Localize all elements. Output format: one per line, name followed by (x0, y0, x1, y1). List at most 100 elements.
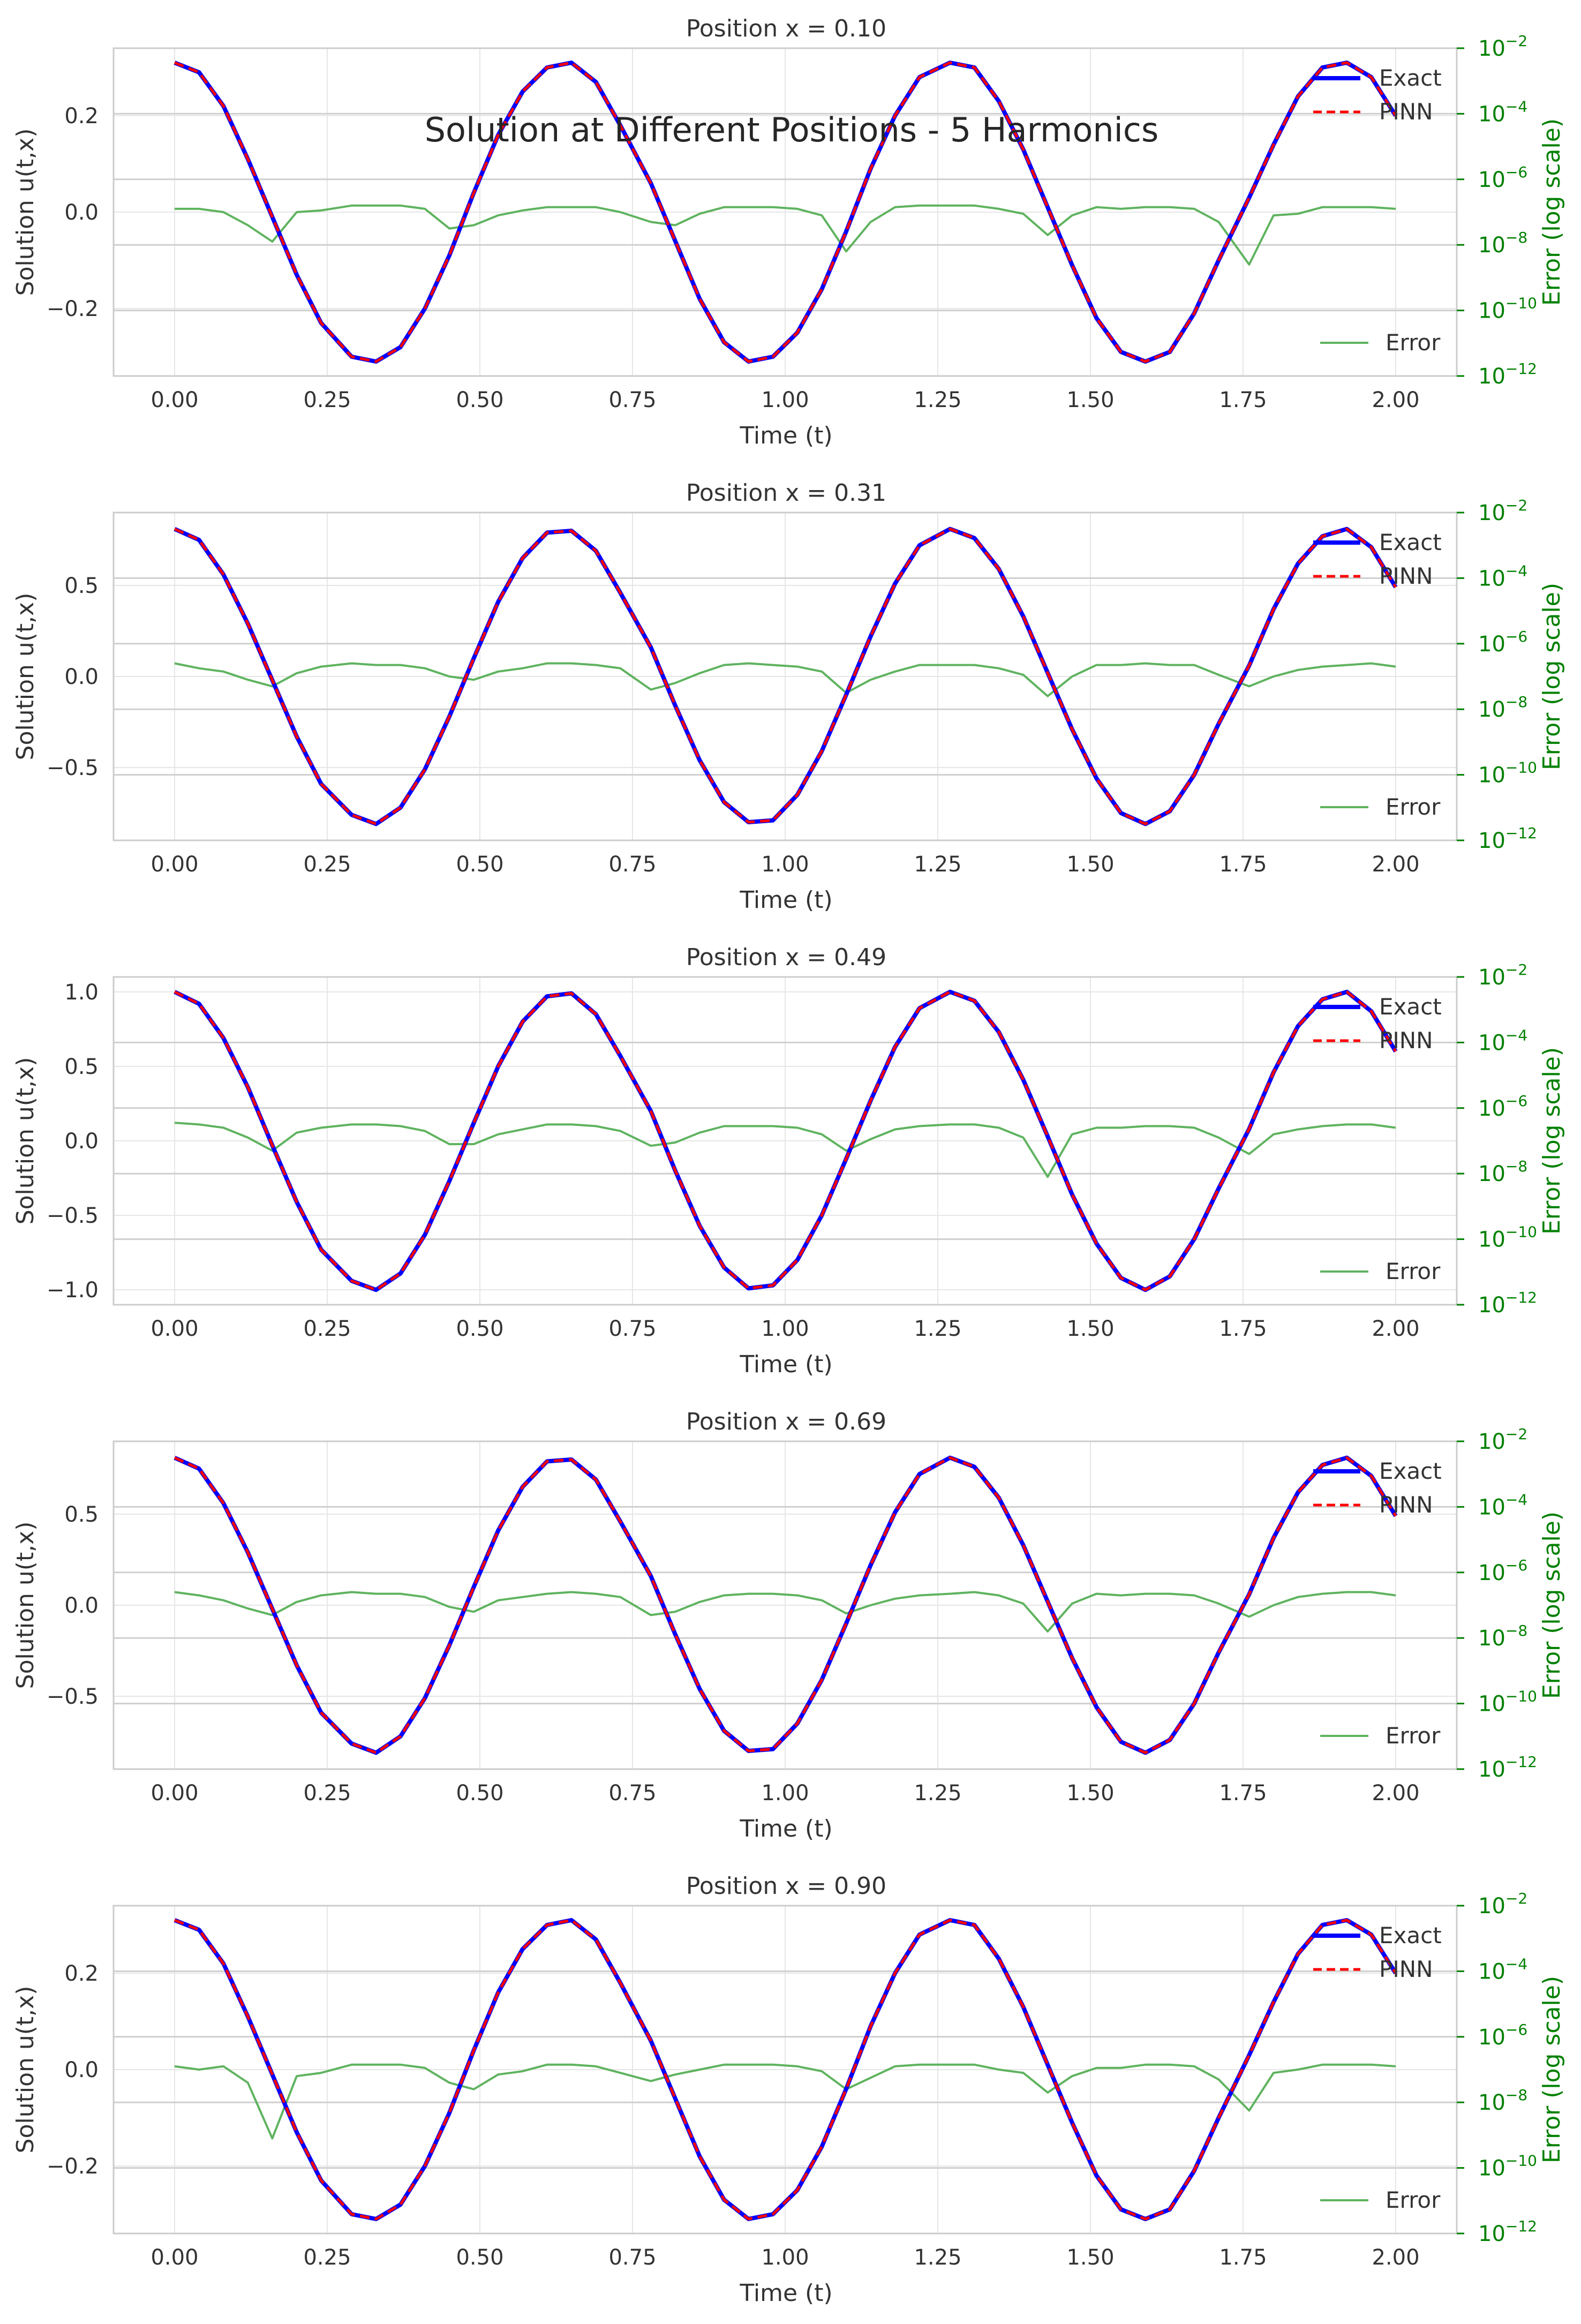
axes-frame (112, 976, 1458, 1306)
x-tick-label: 2.00 (1372, 388, 1419, 412)
y2-tick-label: 10−8 (1478, 1622, 1527, 1651)
subplot-5: 0.00 0.25 0.50 0.75 1.00 1.25 1.50 1.75 2.00 −0.2… (12, 1872, 1565, 2307)
legend-pinn-label: PINN (1379, 1956, 1433, 1982)
y2-axis-label: Error (log scale) (1538, 1047, 1565, 1235)
y2-tick-label: 10−4 (1478, 97, 1527, 126)
x-axis-label: Time (t) (739, 422, 832, 449)
y2-axis-label: Error (log scale) (1538, 1511, 1565, 1699)
legend-exact-label: Exact (1379, 65, 1442, 91)
x-tick-label: 1.25 (914, 2245, 961, 2270)
y-tick-label: 0.0 (64, 1593, 99, 1618)
legend-error: Error (1320, 2187, 1441, 2213)
y-tick-label: −0.5 (47, 1684, 99, 1709)
x-tick-label: 0.50 (456, 852, 503, 877)
subplot-title: Position x = 0.69 (686, 1408, 886, 1435)
x-tick-label: 1.75 (1219, 852, 1267, 877)
y-axis-label: Solution u(t,x) (12, 593, 39, 761)
subplot-1: 0.00 0.25 0.50 0.75 1.00 1.25 1.50 1.75 2.00 −0.2… (12, 15, 1565, 449)
legend-solution: Exact PINN (1313, 994, 1442, 1054)
y2-tick-label: 10−4 (1478, 562, 1527, 591)
y2-tick-label: 10−10 (1478, 2152, 1537, 2181)
grid (114, 513, 1457, 840)
y2-tick-label: 10−10 (1478, 759, 1537, 788)
y2-tick-label: 10−8 (1478, 693, 1527, 722)
y2-tick-label: 10−12 (1478, 1289, 1537, 1318)
error-series-line (174, 1122, 1396, 1178)
subplot-title: Position x = 0.10 (686, 15, 886, 42)
subplot-4: 0.00 0.25 0.50 0.75 1.00 1.25 1.50 1.75 2.00 −0.5… (12, 1408, 1565, 1842)
grid (114, 48, 1457, 376)
subplots: 0.00 0.25 0.50 0.75 1.00 1.25 1.50 1.75 2.00 −0.2… (12, 15, 1565, 2307)
axes-frame (112, 1440, 1458, 1770)
legend-exact-label: Exact (1379, 529, 1442, 555)
x-axis-label: Time (t) (739, 1815, 832, 1842)
x-axis-label: Time (t) (739, 1351, 832, 1378)
x-tick-label: 0.25 (303, 1781, 351, 1806)
error-series-line (174, 1591, 1396, 1633)
axes-frame (112, 47, 1458, 377)
y-tick-label: 0.5 (64, 1055, 99, 1079)
y-axis-label: Solution u(t,x) (12, 1986, 39, 2154)
x-tick-label: 1.75 (1219, 1317, 1267, 1341)
x-tick-label: 1.25 (914, 1317, 961, 1341)
x-tick-label: 0.50 (456, 2245, 503, 2270)
axes-frame (112, 1905, 1458, 2235)
y-tick-label: −1.0 (47, 1278, 99, 1303)
y-tick-label: −0.5 (47, 756, 99, 780)
x-tick-label: 2.00 (1372, 1781, 1419, 1806)
x-tick-label: 1.00 (761, 388, 809, 412)
x-tick-label: 1.75 (1219, 2245, 1267, 2270)
y-tick-label: 0.0 (64, 200, 99, 225)
y2-tick-label: 10−2 (1478, 32, 1527, 61)
pinn-series-line (174, 1919, 1397, 2221)
y-axis-label: Solution u(t,x) (12, 1057, 39, 1225)
legend-pinn-label: PINN (1379, 1492, 1433, 1518)
legend-error-label: Error (1386, 2187, 1441, 2213)
y2-axis-label: Error (log scale) (1538, 118, 1565, 306)
grid (114, 1906, 1457, 2233)
y2-tick-label: 10−12 (1478, 360, 1537, 389)
x-tick-label: 1.25 (914, 852, 961, 877)
y-axis-label: Solution u(t,x) (12, 129, 39, 296)
legend-pinn-label: PINN (1379, 99, 1433, 125)
grid (114, 1441, 1457, 1769)
x-tick-label: 1.00 (761, 852, 809, 877)
figure-title: Solution at Different Positions - 5 Harm… (425, 110, 1159, 149)
x-tick-label: 2.00 (1372, 1317, 1419, 1341)
y2-tick-label: 10−10 (1478, 1688, 1537, 1717)
y2-tick-label: 10−6 (1478, 163, 1527, 192)
x-tick-label: 1.50 (1066, 1317, 1114, 1341)
y2-tick-label: 10−6 (1478, 628, 1527, 657)
x-tick-label: 0.00 (150, 1317, 198, 1341)
x-tick-label: 1.00 (761, 1317, 809, 1341)
y-tick-label: 0.0 (64, 2058, 99, 2082)
x-tick-label: 0.25 (303, 2245, 351, 2270)
x-tick-label: 1.75 (1219, 388, 1267, 412)
x-tick-label: 1.50 (1066, 2245, 1114, 2270)
legend-exact-label: Exact (1379, 994, 1442, 1020)
legend-pinn-label: PINN (1379, 1027, 1433, 1054)
x-tick-label: 0.25 (303, 388, 351, 412)
legend-exact-label: Exact (1379, 1458, 1442, 1484)
x-axis-label: Time (t) (739, 886, 832, 914)
x-tick-label: 0.00 (150, 1781, 198, 1806)
pinn-series-line (174, 1456, 1397, 1754)
axes-frame (112, 512, 1458, 841)
x-tick-label: 0.50 (456, 1317, 503, 1341)
y-tick-label: 0.2 (64, 1961, 99, 1986)
x-tick-label: 0.50 (456, 1781, 503, 1806)
y-tick-label: 0.0 (64, 1129, 99, 1154)
y2-tick-label: 10−6 (1478, 1556, 1527, 1585)
y2-tick-label: 10−12 (1478, 824, 1537, 853)
x-tick-label: 0.75 (608, 1317, 656, 1341)
y-axis-label: Solution u(t,x) (12, 1522, 39, 1689)
y2-tick-label: 10−2 (1478, 1890, 1527, 1919)
x-tick-label: 1.50 (1066, 388, 1114, 412)
y2-tick-label: 10−12 (1478, 1753, 1537, 1782)
legend-solution: Exact PINN (1313, 65, 1442, 125)
y2-tick-label: 10−6 (1478, 2021, 1527, 2050)
x-tick-label: 0.25 (303, 852, 351, 877)
y2-axis-label: Error (log scale) (1538, 1976, 1565, 2163)
